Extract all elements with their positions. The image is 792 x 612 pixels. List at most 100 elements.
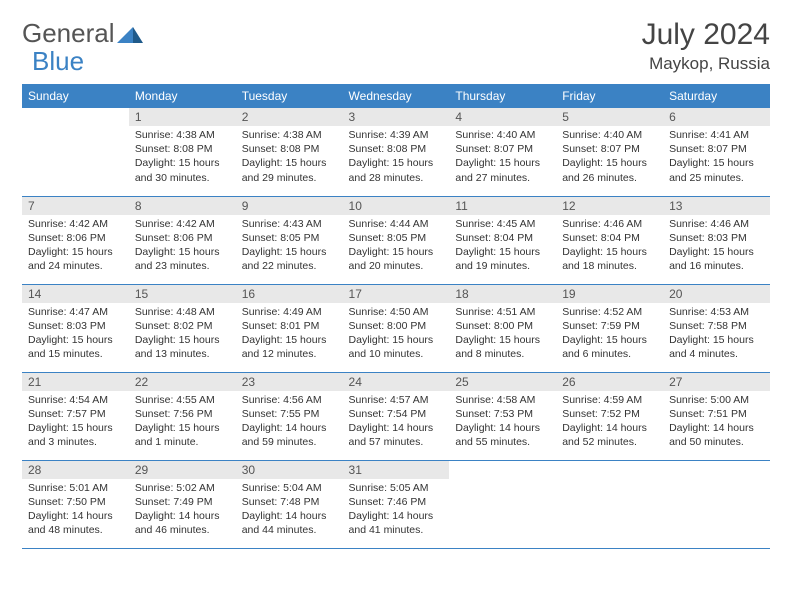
calendar-cell: 8Sunrise: 4:42 AMSunset: 8:06 PMDaylight… <box>129 196 236 284</box>
day-number: 11 <box>449 197 556 215</box>
day-details: Sunrise: 4:58 AMSunset: 7:53 PMDaylight:… <box>449 391 556 454</box>
day-number: 28 <box>22 461 129 479</box>
day-details: Sunrise: 4:40 AMSunset: 8:07 PMDaylight:… <box>556 126 663 189</box>
day-number: 23 <box>236 373 343 391</box>
calendar-cell: 9Sunrise: 4:43 AMSunset: 8:05 PMDaylight… <box>236 196 343 284</box>
calendar-cell: 10Sunrise: 4:44 AMSunset: 8:05 PMDayligh… <box>343 196 450 284</box>
day-number: 29 <box>129 461 236 479</box>
day-number: 1 <box>129 108 236 126</box>
day-details: Sunrise: 5:02 AMSunset: 7:49 PMDaylight:… <box>129 479 236 542</box>
day-details: Sunrise: 4:44 AMSunset: 8:05 PMDaylight:… <box>343 215 450 278</box>
calendar-cell: 5Sunrise: 4:40 AMSunset: 8:07 PMDaylight… <box>556 108 663 196</box>
calendar-cell: 27Sunrise: 5:00 AMSunset: 7:51 PMDayligh… <box>663 372 770 460</box>
weekday-header: Monday <box>129 84 236 108</box>
day-number: 19 <box>556 285 663 303</box>
logo-text-2: Blue <box>32 46 84 77</box>
calendar-cell: 4Sunrise: 4:40 AMSunset: 8:07 PMDaylight… <box>449 108 556 196</box>
day-details: Sunrise: 5:04 AMSunset: 7:48 PMDaylight:… <box>236 479 343 542</box>
day-number: 22 <box>129 373 236 391</box>
calendar-cell: 16Sunrise: 4:49 AMSunset: 8:01 PMDayligh… <box>236 284 343 372</box>
day-details: Sunrise: 4:46 AMSunset: 8:03 PMDaylight:… <box>663 215 770 278</box>
calendar-body: 1Sunrise: 4:38 AMSunset: 8:08 PMDaylight… <box>22 108 770 548</box>
day-details: Sunrise: 4:54 AMSunset: 7:57 PMDaylight:… <box>22 391 129 454</box>
day-number: 21 <box>22 373 129 391</box>
calendar-cell: 25Sunrise: 4:58 AMSunset: 7:53 PMDayligh… <box>449 372 556 460</box>
day-details: Sunrise: 4:42 AMSunset: 8:06 PMDaylight:… <box>129 215 236 278</box>
day-number: 16 <box>236 285 343 303</box>
calendar-cell: 6Sunrise: 4:41 AMSunset: 8:07 PMDaylight… <box>663 108 770 196</box>
day-details: Sunrise: 4:46 AMSunset: 8:04 PMDaylight:… <box>556 215 663 278</box>
day-number: 3 <box>343 108 450 126</box>
calendar-cell: 23Sunrise: 4:56 AMSunset: 7:55 PMDayligh… <box>236 372 343 460</box>
calendar-cell <box>663 460 770 548</box>
calendar-cell: 12Sunrise: 4:46 AMSunset: 8:04 PMDayligh… <box>556 196 663 284</box>
weekday-header: Tuesday <box>236 84 343 108</box>
calendar-row: 1Sunrise: 4:38 AMSunset: 8:08 PMDaylight… <box>22 108 770 196</box>
location: Maykop, Russia <box>642 54 770 74</box>
weekday-header: Friday <box>556 84 663 108</box>
calendar-cell: 14Sunrise: 4:47 AMSunset: 8:03 PMDayligh… <box>22 284 129 372</box>
calendar-cell: 1Sunrise: 4:38 AMSunset: 8:08 PMDaylight… <box>129 108 236 196</box>
calendar-cell: 7Sunrise: 4:42 AMSunset: 8:06 PMDaylight… <box>22 196 129 284</box>
weekday-header: Sunday <box>22 84 129 108</box>
day-number: 7 <box>22 197 129 215</box>
month-title: July 2024 <box>642 18 770 52</box>
calendar-cell: 22Sunrise: 4:55 AMSunset: 7:56 PMDayligh… <box>129 372 236 460</box>
day-details: Sunrise: 4:48 AMSunset: 8:02 PMDaylight:… <box>129 303 236 366</box>
day-number: 14 <box>22 285 129 303</box>
calendar-cell: 20Sunrise: 4:53 AMSunset: 7:58 PMDayligh… <box>663 284 770 372</box>
day-number: 5 <box>556 108 663 126</box>
day-number: 9 <box>236 197 343 215</box>
day-details: Sunrise: 4:51 AMSunset: 8:00 PMDaylight:… <box>449 303 556 366</box>
day-number: 15 <box>129 285 236 303</box>
weekday-header: Thursday <box>449 84 556 108</box>
day-details: Sunrise: 4:56 AMSunset: 7:55 PMDaylight:… <box>236 391 343 454</box>
day-number: 12 <box>556 197 663 215</box>
day-details: Sunrise: 4:43 AMSunset: 8:05 PMDaylight:… <box>236 215 343 278</box>
calendar-cell: 26Sunrise: 4:59 AMSunset: 7:52 PMDayligh… <box>556 372 663 460</box>
day-details: Sunrise: 5:05 AMSunset: 7:46 PMDaylight:… <box>343 479 450 542</box>
header: General July 2024 Maykop, Russia <box>22 18 770 74</box>
day-number: 24 <box>343 373 450 391</box>
day-details: Sunrise: 4:40 AMSunset: 8:07 PMDaylight:… <box>449 126 556 189</box>
title-block: July 2024 Maykop, Russia <box>642 18 770 74</box>
day-number: 18 <box>449 285 556 303</box>
day-details: Sunrise: 4:39 AMSunset: 8:08 PMDaylight:… <box>343 126 450 189</box>
day-number: 25 <box>449 373 556 391</box>
day-number: 13 <box>663 197 770 215</box>
day-number: 31 <box>343 461 450 479</box>
day-number: 17 <box>343 285 450 303</box>
day-number: 10 <box>343 197 450 215</box>
day-details: Sunrise: 5:01 AMSunset: 7:50 PMDaylight:… <box>22 479 129 542</box>
calendar-cell: 17Sunrise: 4:50 AMSunset: 8:00 PMDayligh… <box>343 284 450 372</box>
day-number: 6 <box>663 108 770 126</box>
day-details: Sunrise: 4:52 AMSunset: 7:59 PMDaylight:… <box>556 303 663 366</box>
calendar-cell: 29Sunrise: 5:02 AMSunset: 7:49 PMDayligh… <box>129 460 236 548</box>
calendar-row: 21Sunrise: 4:54 AMSunset: 7:57 PMDayligh… <box>22 372 770 460</box>
day-details: Sunrise: 4:57 AMSunset: 7:54 PMDaylight:… <box>343 391 450 454</box>
logo: General <box>22 18 145 49</box>
calendar-cell: 2Sunrise: 4:38 AMSunset: 8:08 PMDaylight… <box>236 108 343 196</box>
day-details: Sunrise: 4:50 AMSunset: 8:00 PMDaylight:… <box>343 303 450 366</box>
calendar-cell: 11Sunrise: 4:45 AMSunset: 8:04 PMDayligh… <box>449 196 556 284</box>
day-details: Sunrise: 4:59 AMSunset: 7:52 PMDaylight:… <box>556 391 663 454</box>
logo-text-1: General <box>22 18 115 49</box>
calendar-cell <box>556 460 663 548</box>
weekday-header: Saturday <box>663 84 770 108</box>
day-number: 4 <box>449 108 556 126</box>
day-number: 8 <box>129 197 236 215</box>
calendar-row: 7Sunrise: 4:42 AMSunset: 8:06 PMDaylight… <box>22 196 770 284</box>
calendar-cell: 19Sunrise: 4:52 AMSunset: 7:59 PMDayligh… <box>556 284 663 372</box>
weekday-header-row: SundayMondayTuesdayWednesdayThursdayFrid… <box>22 84 770 108</box>
weekday-header: Wednesday <box>343 84 450 108</box>
calendar-cell: 31Sunrise: 5:05 AMSunset: 7:46 PMDayligh… <box>343 460 450 548</box>
day-details: Sunrise: 4:38 AMSunset: 8:08 PMDaylight:… <box>236 126 343 189</box>
day-details: Sunrise: 4:53 AMSunset: 7:58 PMDaylight:… <box>663 303 770 366</box>
calendar-cell: 15Sunrise: 4:48 AMSunset: 8:02 PMDayligh… <box>129 284 236 372</box>
day-number: 26 <box>556 373 663 391</box>
calendar-cell: 21Sunrise: 4:54 AMSunset: 7:57 PMDayligh… <box>22 372 129 460</box>
calendar-cell: 13Sunrise: 4:46 AMSunset: 8:03 PMDayligh… <box>663 196 770 284</box>
logo-triangle-icon <box>117 23 145 45</box>
day-details: Sunrise: 4:55 AMSunset: 7:56 PMDaylight:… <box>129 391 236 454</box>
calendar-cell: 28Sunrise: 5:01 AMSunset: 7:50 PMDayligh… <box>22 460 129 548</box>
